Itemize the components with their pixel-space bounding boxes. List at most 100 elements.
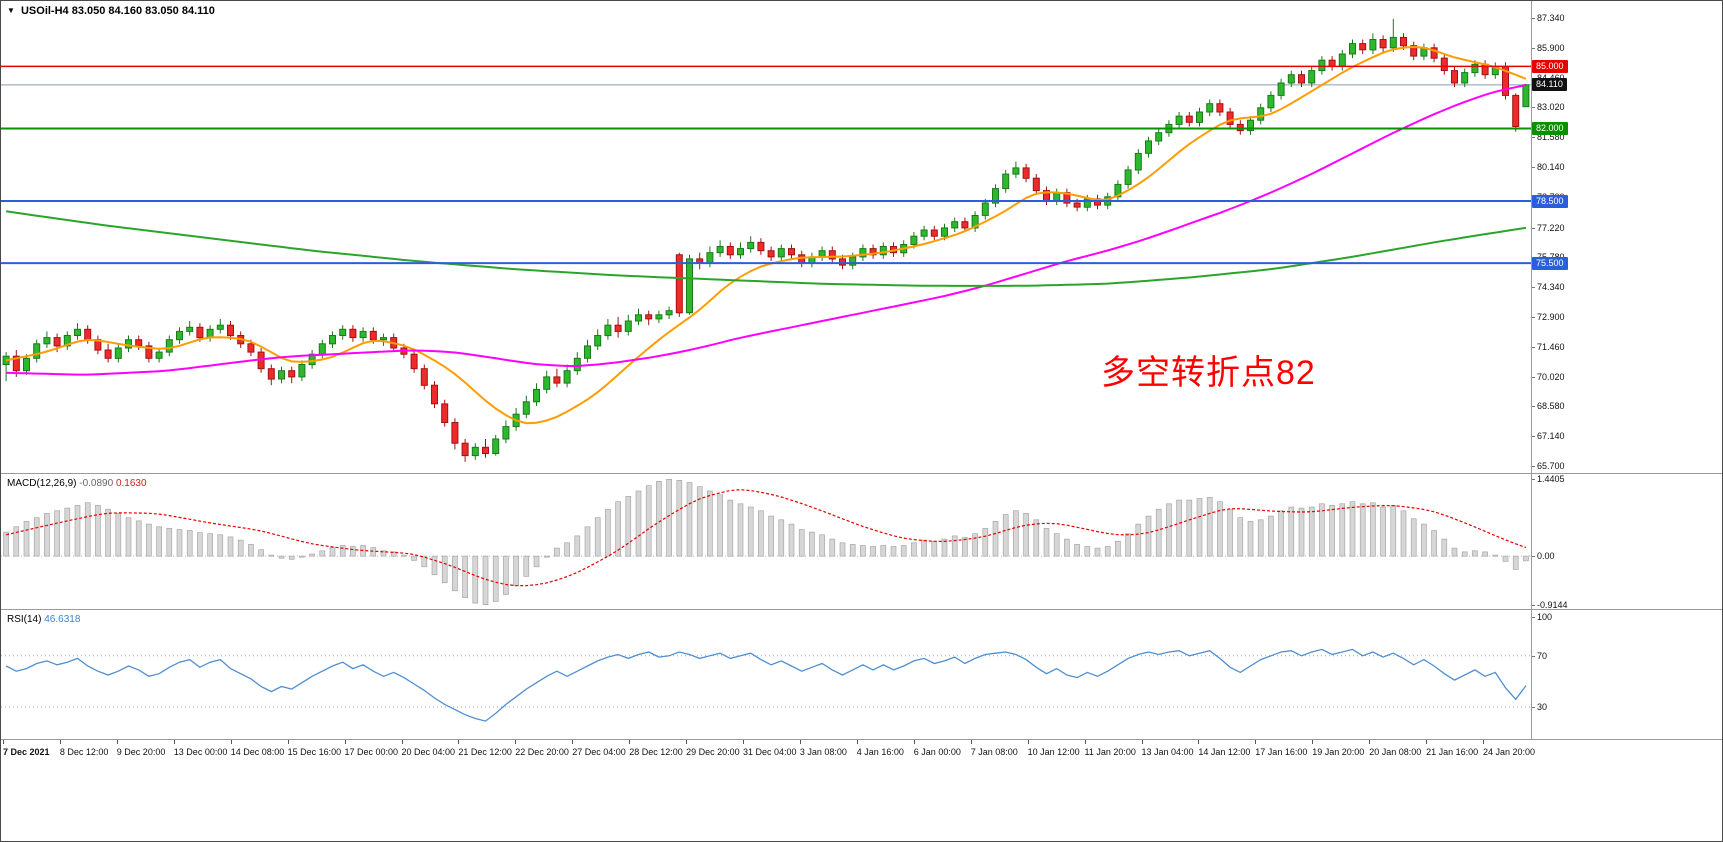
- price-tick-mark: [1531, 137, 1535, 139]
- time-tick-mark: [401, 740, 403, 744]
- time-tick-mark: [970, 740, 972, 744]
- candlestick-series: [2, 18, 1530, 462]
- time-tick-label: 13 Dec 00:00: [173, 747, 228, 757]
- time-tick-label: 9 Dec 20:00: [116, 747, 166, 757]
- time-tick-mark: [1369, 740, 1371, 744]
- rsi-tick-label: 30: [1537, 702, 1548, 712]
- rsi-tick-mark: [1531, 617, 1535, 619]
- time-tick-mark: [799, 740, 801, 744]
- chart-annotation-text[interactable]: 多空转折点82: [1101, 354, 1316, 392]
- macd-histogram: [3, 479, 1529, 605]
- price-level-badge: 78.500: [1532, 194, 1568, 208]
- rsi-header: RSI(14) 46.6318: [7, 614, 80, 625]
- ohlc-readout: 83.050 84.160 83.050 84.110: [71, 5, 215, 17]
- time-tick-mark: [1141, 740, 1143, 744]
- price-level-badge: 75.500: [1532, 256, 1568, 270]
- time-tick-label: 6 Jan 00:00: [913, 747, 961, 757]
- macd-signal-line: [5, 489, 1527, 587]
- current-price-badge: 84.110: [1532, 78, 1567, 92]
- price-tick-mark: [1531, 436, 1535, 438]
- axis-separator: [1531, 1, 1532, 739]
- macd-tick-label: 1.4405: [1537, 474, 1565, 485]
- rsi-label: RSI(14): [7, 614, 42, 625]
- macd-chart-canvas[interactable]: [1, 475, 1531, 609]
- price-panel[interactable]: ▼ USOil-H4 83.050 84.160 83.050 84.110 多…: [1, 1, 1722, 473]
- time-tick-label: 14 Dec 08:00: [230, 747, 285, 757]
- macd-tick-mark: [1531, 479, 1535, 481]
- price-tick-label: 70.020: [1537, 371, 1565, 382]
- chart-header: ▼ USOil-H4 83.050 84.160 83.050 84.110: [7, 5, 215, 17]
- panel-divider[interactable]: [1, 609, 1722, 610]
- macd-tick-mark: [1531, 605, 1535, 606]
- time-tick-label: 31 Dec 04:00: [743, 747, 797, 757]
- time-tick-label: 7 Jan 08:00: [970, 747, 1018, 757]
- time-tick-mark: [629, 740, 631, 744]
- price-axis[interactable]: 87.34085.90084.46083.02081.58080.14078.7…: [1531, 1, 1722, 473]
- price-tick-label: 85.900: [1537, 42, 1565, 53]
- time-axis-line: [1, 739, 1722, 740]
- rsi-chart-canvas[interactable]: [1, 611, 1531, 739]
- time-tick-mark: [1312, 740, 1314, 744]
- price-tick-mark: [1531, 18, 1535, 19]
- price-tick-label: 81.580: [1537, 132, 1565, 143]
- time-tick-label: 14 Jan 12:00: [1198, 747, 1251, 757]
- time-tick-mark: [856, 740, 858, 744]
- price-tick-mark: [1531, 107, 1535, 109]
- time-tick-mark: [287, 740, 289, 744]
- time-tick-mark: [458, 740, 460, 744]
- time-tick-mark: [3, 740, 4, 744]
- collapse-icon[interactable]: ▼: [7, 6, 15, 15]
- time-tick-mark: [116, 740, 118, 744]
- time-tick-mark: [230, 740, 232, 744]
- price-tick-mark: [1531, 406, 1535, 408]
- price-tick-mark: [1531, 227, 1535, 229]
- macd-signal-value: 0.1630: [115, 478, 147, 489]
- macd-label: MACD(12,26,9): [7, 478, 77, 489]
- time-tick-mark: [344, 740, 346, 744]
- time-tick-mark: [1084, 740, 1086, 744]
- price-level-badge: 82.000: [1532, 122, 1568, 135]
- time-tick-mark: [1255, 740, 1257, 744]
- price-tick-label: 84.460: [1537, 73, 1565, 83]
- time-tick-mark: [1426, 740, 1428, 744]
- time-tick-label: 15 Dec 16:00: [287, 747, 342, 757]
- ma-fast-orange: [5, 45, 1527, 425]
- panel-divider[interactable]: [1, 473, 1722, 474]
- time-tick-label: 28 Dec 12:00: [629, 747, 683, 757]
- rsi-tick-mark: [1531, 707, 1535, 708]
- price-chart-canvas[interactable]: [1, 1, 1531, 473]
- price-tick-label: 80.140: [1537, 162, 1565, 172]
- price-tick-mark: [1531, 346, 1535, 348]
- price-tick-mark: [1531, 287, 1535, 289]
- time-tick-label: 24 Jan 20:00: [1483, 747, 1536, 757]
- price-tick-mark: [1531, 466, 1535, 467]
- price-tick-label: 74.340: [1537, 282, 1565, 293]
- price-tick-label: 68.580: [1537, 401, 1565, 412]
- time-tick-label: 10 Jan 12:00: [1027, 747, 1080, 757]
- price-tick-mark: [1531, 47, 1535, 49]
- macd-tick-label: 0.00: [1537, 551, 1555, 562]
- time-tick-label: 20 Jan 08:00: [1369, 747, 1422, 757]
- time-tick-label: 21 Jan 16:00: [1426, 747, 1479, 757]
- price-tick-label: 65.700: [1537, 461, 1565, 471]
- price-tick-label: 67.140: [1537, 431, 1565, 442]
- rsi-axis[interactable]: 100 70 30: [1531, 611, 1722, 739]
- time-tick-label: 4 Jan 16:00: [856, 747, 904, 757]
- time-tick-label: 22 Dec 20:00: [515, 747, 569, 757]
- time-tick-label: 13 Jan 04:00: [1141, 747, 1194, 757]
- time-tick-label: 8 Dec 12:00: [59, 747, 109, 757]
- time-tick-mark: [1198, 740, 1200, 744]
- time-tick-label: 27 Dec 04:00: [572, 747, 626, 757]
- time-tick-mark: [1483, 740, 1484, 744]
- time-tick-label: 20 Dec 04:00: [401, 747, 456, 757]
- ma-slow-green: [5, 210, 1527, 287]
- macd-axis[interactable]: 1.4405 0.00 -0.9144: [1531, 474, 1722, 610]
- rsi-value: 46.6318: [44, 614, 81, 625]
- time-axis[interactable]: 7 Dec 2021 8 Dec 12:00 9 Dec 20:00 13 Dec 0…: [1, 740, 1722, 766]
- macd-panel[interactable]: MACD(12,26,9) -0.0890 0.1630 1.4405 0.00 -…: [1, 474, 1722, 610]
- macd-value: -0.0890: [79, 478, 114, 489]
- time-tick-label: 29 Dec 20:00: [686, 747, 740, 757]
- time-tick-mark: [1027, 740, 1029, 744]
- rsi-panel[interactable]: RSI(14) 46.6318 100 70 30: [1, 611, 1722, 739]
